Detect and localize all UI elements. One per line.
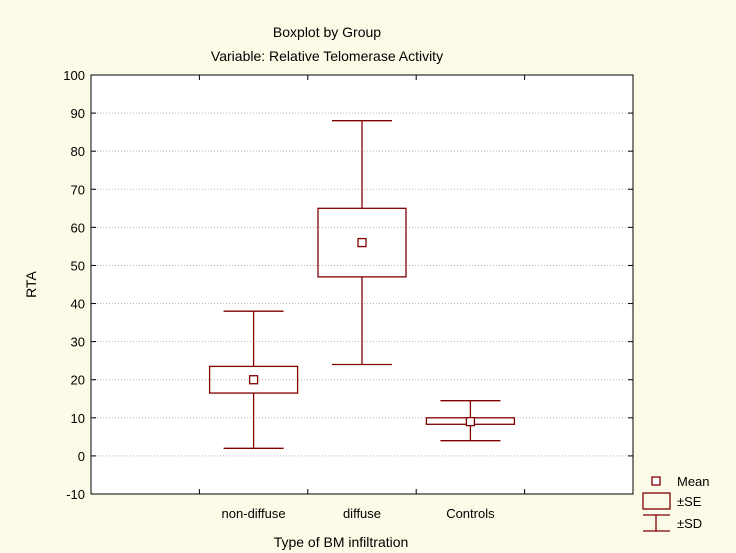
y-tick-label: 60: [71, 220, 85, 235]
legend-label-se: ±SE: [677, 494, 702, 509]
box-group-controls: [425, 400, 516, 442]
y-tick-label: 40: [71, 297, 85, 312]
legend-se-symbol: [642, 492, 671, 510]
y-tick-label: -10: [66, 487, 85, 502]
x-axis-label: Type of BM infiltration: [274, 534, 409, 550]
x-tick-label: Controls: [446, 506, 495, 521]
mean-marker: [357, 237, 367, 248]
chart-subtitle: Variable: Relative Telomerase Activity: [211, 48, 443, 64]
x-axis-ticks: non-diffuse diffuse Controls: [198, 75, 526, 521]
y-tick-label: 100: [63, 68, 85, 83]
y-tick-label: 20: [71, 373, 85, 388]
legend-mean-symbol: [651, 476, 661, 486]
legend: Mean ±SE ±SD: [642, 474, 710, 532]
box-group-non-diffuse: [208, 310, 299, 449]
x-tick-label: non-diffuse: [222, 506, 286, 521]
chart-title: Boxplot by Group: [273, 24, 381, 40]
mean-marker: [465, 416, 476, 427]
se-box: [317, 207, 407, 278]
y-tick-label: 10: [71, 411, 85, 426]
y-tick-label: 50: [71, 258, 85, 273]
mean-marker: [248, 375, 259, 385]
se-box: [208, 365, 299, 394]
y-tick-label: 90: [71, 106, 85, 121]
y-axis-label: RTA: [23, 270, 39, 297]
y-axis-ticks: -10 0 10 20 30 40 50 60 70 80 90 100: [63, 68, 633, 502]
y-tick-label: 0: [78, 449, 85, 464]
legend-label-sd: ±SD: [677, 516, 702, 531]
y-tick-label: 30: [71, 335, 85, 350]
boxes: [208, 120, 516, 449]
y-tick-label: 70: [71, 182, 85, 197]
y-tick-label: 80: [71, 144, 85, 159]
legend-label-mean: Mean: [677, 474, 710, 489]
x-tick-label: diffuse: [343, 506, 381, 521]
box-group-diffuse: [317, 120, 407, 366]
